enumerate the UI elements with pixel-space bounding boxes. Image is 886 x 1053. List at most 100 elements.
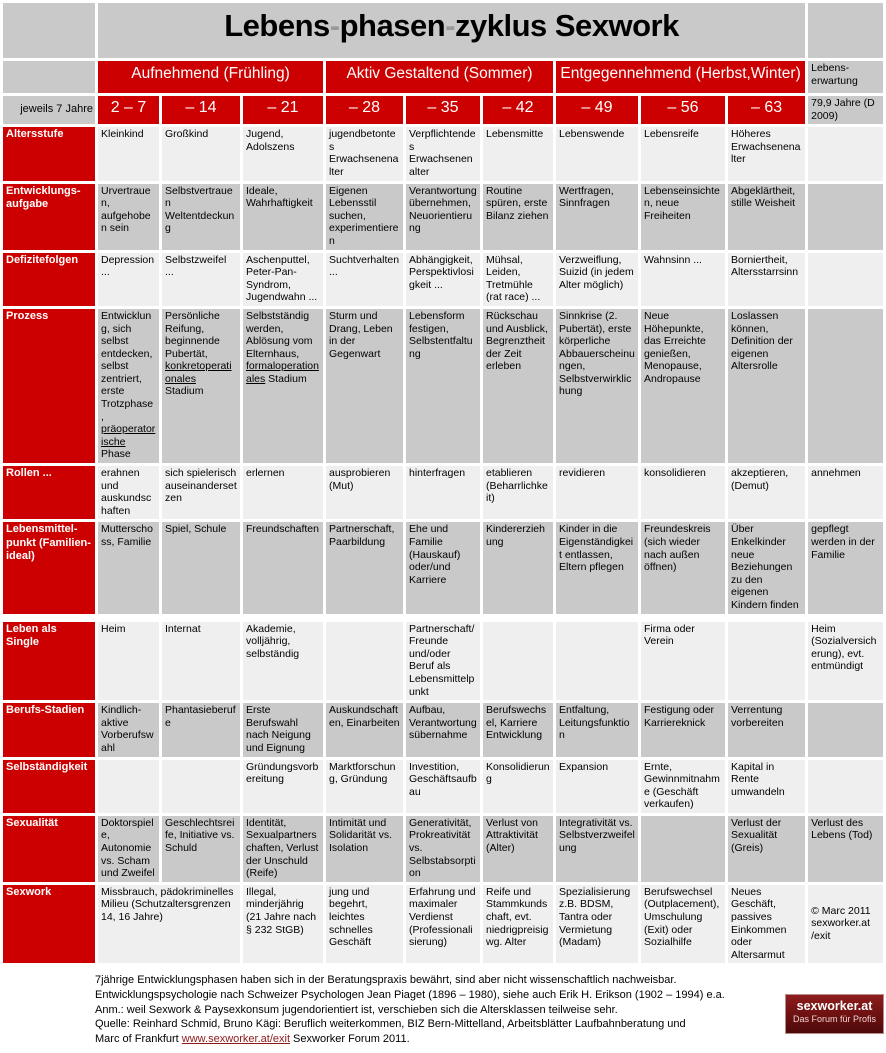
grid-cell: Mutterschoss, Familie [98, 522, 159, 614]
grid-cell: Verrentung vorbereiten [728, 703, 806, 757]
grid-cell: Phantasieberufe [162, 703, 240, 757]
table-row: Selbständigkeit Gründungsvorbereitung Mark… [3, 759, 884, 813]
grid-cell [728, 616, 806, 701]
table-row: Prozess Entwicklung, sich selbst entdecke… [3, 308, 884, 464]
grid-cell: Selbstzweifel ... [162, 252, 240, 306]
grid-cell: Ernte, Gewinnmitnahme (Geschäft verkaufe… [641, 759, 725, 813]
grid-cell: Ehe und Familie (Hauskauf) oder/und Karr… [406, 522, 480, 614]
row-label: Lebensmittel-punkt (Familien-ideal) [3, 522, 95, 614]
grid-cell [808, 127, 884, 181]
grid-cell [162, 759, 240, 813]
row-label: Selbständigkeit [3, 759, 95, 813]
cell-text: Entwicklung, sich selbst entdecken, selb… [101, 309, 154, 423]
grid-cell: revidieren [556, 466, 638, 520]
grid-cell: jung und begehrt, leichtes schnelles Ges… [326, 884, 403, 964]
grid-cell: akzeptieren, (Demut) [728, 466, 806, 520]
linked-term[interactable]: konkretoperationales [165, 360, 232, 385]
grid-cell: Entfaltung, Leitungsfunktion [556, 703, 638, 757]
footnote-line: Marc of Frankfurt www.sexworker.at/exit … [95, 1032, 886, 1047]
grid-cell: Erste Berufswahl nach Neigung und Eignun… [243, 703, 323, 757]
grid-cell: Abhängigkeit, Perspektivlosigkeit ... [406, 252, 480, 306]
grid-cell: Verlust von Attraktivität (Alter) [483, 815, 553, 882]
grid-cell: Partnerschaft, Paarbildung [326, 522, 403, 614]
footnote-text: Sexworker Forum 2011. [290, 1032, 410, 1045]
grid-cell: Internat [162, 616, 240, 701]
table-row: Sexualität Doktorspiele, Autonomie vs. Sc… [3, 815, 884, 882]
age-row-label: jeweils 7 Jahre [3, 96, 95, 125]
page-title: Lebens-phasen-zyklus Sexwork [98, 3, 806, 58]
grid-cell: Kindererziehung [483, 522, 553, 614]
footer: 7jährige Entwicklungsphasen haben sich i… [0, 966, 886, 1052]
title-row: Lebens-phasen-zyklus Sexwork [3, 3, 884, 58]
grid-cell: Auskundschaften, Einarbeiten [326, 703, 403, 757]
grid-cell: Intimität und Solidarität vs. Isolation [326, 815, 403, 882]
grid-cell: Urvertrauen, aufgehoben sein [98, 183, 159, 250]
sexworker-logo[interactable]: sexworker.at Das Forum für Profis [785, 994, 884, 1035]
grid-cell: Festigung oder Karriereknick [641, 703, 725, 757]
grid-cell: hinterfragen [406, 466, 480, 520]
cell-text: Stadium [165, 385, 204, 398]
logo-tagline: Das Forum für Profis [792, 1014, 877, 1025]
table-row: Entwicklungs-aufgabe Urvertrauen, aufgeho… [3, 183, 884, 250]
row-label: Sexwork [3, 884, 95, 964]
row-label: Defizitefolgen [3, 252, 95, 306]
table-row: Rollen ... erahnen und auskundschaften sic… [3, 466, 884, 520]
table-row: Sexwork Missbrauch, pädokriminelles Milie… [3, 884, 884, 964]
row-label: Entwicklungs-aufgabe [3, 183, 95, 250]
logo-title: sexworker.at [796, 999, 873, 1014]
grid-cell: Routine spüren, erste Bilanz ziehen [483, 183, 553, 250]
title-part: zyklus Sexwork [454, 8, 679, 43]
title-part: phasen [339, 8, 446, 43]
grid-cell: Spiel, Schule [162, 522, 240, 614]
grid-cell: Selbstständig werden, Ablösung vom Elter… [243, 308, 323, 464]
title-dash: - [445, 8, 455, 43]
grid-cell: Gründungsvorbereitung [243, 759, 323, 813]
table-row: Berufs-Stadien Kindlich-aktive Vorberufsw… [3, 703, 884, 757]
age-range: – 42 [483, 96, 553, 125]
footnote-line: Entwicklungspsychologie nach Schweizer P… [95, 989, 725, 1002]
linked-term[interactable]: formaloperationales [246, 360, 319, 385]
grid-cell: konsolidieren [641, 466, 725, 520]
grid-cell: Lebensmitte [483, 127, 553, 181]
grid-cell [556, 616, 638, 701]
grid-cell: Firma oder Verein [641, 616, 725, 701]
grid-cell: Erfahrung und maximaler Verdienst (Profe… [406, 884, 480, 964]
life-expectancy-label: Lebens-erwartung [808, 61, 884, 93]
table-row: Leben als Single Heim Internat Akademie, vo… [3, 616, 884, 701]
grid-cell: ausprobieren (Mut) [326, 466, 403, 520]
row-label: Altersstufe [3, 127, 95, 181]
footnote-line: Quelle: Reinhard Schmid, Bruno Kägi: Ber… [95, 1018, 686, 1031]
linked-term[interactable]: präoperatorische [101, 423, 156, 448]
grid-cell: Sturm und Drang, Leben in der Gegenwart [326, 308, 403, 464]
grid-cell: Heim [98, 616, 159, 701]
grid-cell [808, 252, 884, 306]
footnote-text: Marc of Frankfurt [95, 1032, 182, 1045]
grid-cell: Reife und Stammkundschaft, evt. niedrigp… [483, 884, 553, 964]
grid-cell: Neue Höhepunkte, das Erreichte genießen,… [641, 308, 725, 464]
grid-cell: Entwicklung, sich selbst entdecken, selb… [98, 308, 159, 464]
grid-cell: Neues Geschäft, passives Einkommen oder … [728, 884, 806, 964]
grid-cell: Berufswechsel, Karriere Entwicklung [483, 703, 553, 757]
corner-cell-right [808, 3, 884, 58]
sexworker-exit-link[interactable]: www.sexworker.at/exit [181, 1032, 290, 1045]
season-header-summer: Aktiv Gestaltend (Sommer) [326, 61, 553, 93]
grid-cell: Partnerschaft/Freunde und/oder Beruf als… [406, 616, 480, 701]
grid-cell: Missbrauch, pädokriminelles Milieu (Schu… [98, 884, 240, 964]
grid-cell: Investition, Geschäftsaufbau [406, 759, 480, 813]
grid-cell: Mühsal, Leiden, Tretmühle (rat race) ... [483, 252, 553, 306]
grid-cell: Spezialisierung z.B. BDSM, Tantra oder V… [556, 884, 638, 964]
grid-cell: Depression ... [98, 252, 159, 306]
grid-cell: Loslassen können, Definition der eigenen… [728, 308, 806, 464]
grid-cell: Persönliche Reifung, beginnende Pubertät… [162, 308, 240, 464]
grid-cell [641, 815, 725, 882]
table-row: Defizitefolgen Depression ... Selbstzweife… [3, 252, 884, 306]
row-label: Sexualität [3, 815, 95, 882]
table-grid: Altersstufe Kleinkind Großkind Jugend, Adol… [3, 127, 884, 964]
grid-cell: Über Enkelkinder neue Beziehungen zu den… [728, 522, 806, 614]
title-dash: - [329, 8, 340, 43]
age-range: – 28 [326, 96, 403, 125]
season-header-row: Aufnehmend (Frühling) Aktiv Gestaltend (… [3, 61, 884, 93]
grid-cell: Doktorspiele, Autonomie vs. Scham und Zw… [98, 815, 159, 882]
grid-cell: erahnen und auskundschaften [98, 466, 159, 520]
season-header-spring: Aufnehmend (Frühling) [98, 61, 323, 93]
